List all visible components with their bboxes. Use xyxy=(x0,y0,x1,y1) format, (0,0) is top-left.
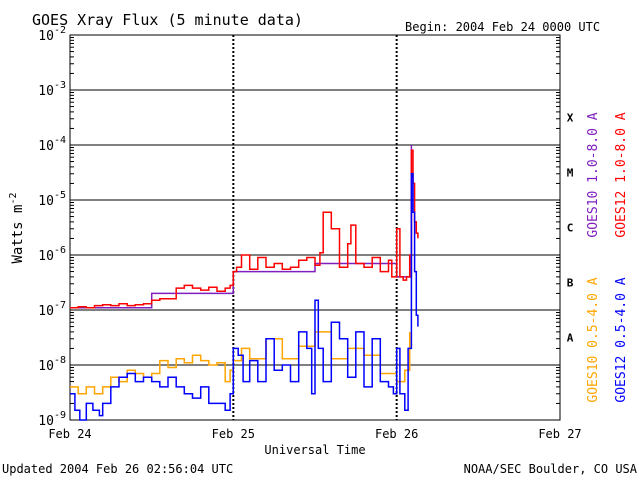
footer-credit: NOAA/SEC Boulder, CO USA xyxy=(464,462,638,476)
y-tick-base: 10 xyxy=(38,84,54,99)
plot-frame xyxy=(69,34,561,421)
y-tick-base: 10 xyxy=(38,139,54,154)
y-axis-label-exponent: -2 xyxy=(8,192,19,204)
legend-entry: GOES10 1.0-8.0 A xyxy=(586,112,601,237)
y-tick-label: 10-4 xyxy=(38,135,66,154)
y-tick-label: 10-3 xyxy=(38,80,66,99)
series-line xyxy=(70,145,413,309)
y-tick-base: 10 xyxy=(38,304,54,319)
y-tick-exponent: -7 xyxy=(54,300,66,311)
y-axis-label-group: Watts m-2 xyxy=(8,192,26,263)
y-tick-base: 10 xyxy=(38,29,54,44)
footer-updated: Updated 2004 Feb 26 02:56:04 UTC xyxy=(2,462,233,476)
legend-entry: GOES10 0.5-4.0 A xyxy=(586,277,601,402)
y-tick-label: 10-8 xyxy=(38,355,66,374)
y-tick-base: 10 xyxy=(38,194,54,209)
flare-class-label: C xyxy=(567,222,574,235)
x-tick-label: Feb 26 xyxy=(375,427,418,441)
y-axis-label: Watts m xyxy=(10,205,26,264)
series-layer xyxy=(70,145,419,421)
flare-class-labels: A B C M X xyxy=(567,112,574,345)
x-tick-label: Feb 24 xyxy=(48,427,91,441)
svg-text:Watts m-2: Watts m-2 xyxy=(8,192,26,263)
legend-entry: GOES12 1.0-8.0 A xyxy=(614,112,629,237)
y-tick-base: 10 xyxy=(38,414,54,429)
legend: GOES10 1.0-8.0 A GOES12 1.0-8.0 A GOES10 0… xyxy=(586,112,629,402)
y-tick-exponent: -9 xyxy=(54,410,66,421)
chart-title: GOES Xray Flux (5 minute data) xyxy=(32,11,303,29)
y-tick-base: 10 xyxy=(38,249,54,264)
y-tick-label: 10-6 xyxy=(38,245,66,264)
legend-entry: GOES12 0.5-4.0 A xyxy=(614,277,629,402)
x-axis-label: Universal Time xyxy=(264,443,365,457)
y-tick-exponent: -4 xyxy=(54,135,66,146)
y-tick-exponent: -5 xyxy=(54,190,66,201)
y-tick-label: 10-9 xyxy=(38,410,66,429)
y-tick-base: 10 xyxy=(38,359,54,374)
begin-label: Begin: 2004 Feb 24 0000 UTC xyxy=(405,20,600,34)
y-tick-label: 10-5 xyxy=(38,190,66,209)
series-line xyxy=(70,173,419,421)
series-line xyxy=(70,149,419,309)
y-tick-label: 10-7 xyxy=(38,300,66,319)
y-tick-exponent: -2 xyxy=(54,25,66,36)
x-tick-labels: Feb 24 Feb 25 Feb 26 Feb 27 xyxy=(48,427,581,441)
y-tick-exponent: -8 xyxy=(54,355,66,366)
x-tick-label: Feb 27 xyxy=(538,427,581,441)
flare-class-label: B xyxy=(567,277,574,290)
y-tick-label: 10-2 xyxy=(38,25,66,44)
y-tick-exponent: -3 xyxy=(54,80,66,91)
flare-class-label: X xyxy=(567,112,574,125)
y-tick-labels: 10-910-810-710-610-510-410-310-2 xyxy=(38,25,66,429)
flare-class-label: A xyxy=(567,332,574,345)
series-line xyxy=(70,331,411,395)
y-tick-exponent: -6 xyxy=(54,245,66,256)
x-tick-label: Feb 25 xyxy=(212,427,255,441)
flare-class-label: M xyxy=(567,167,574,180)
